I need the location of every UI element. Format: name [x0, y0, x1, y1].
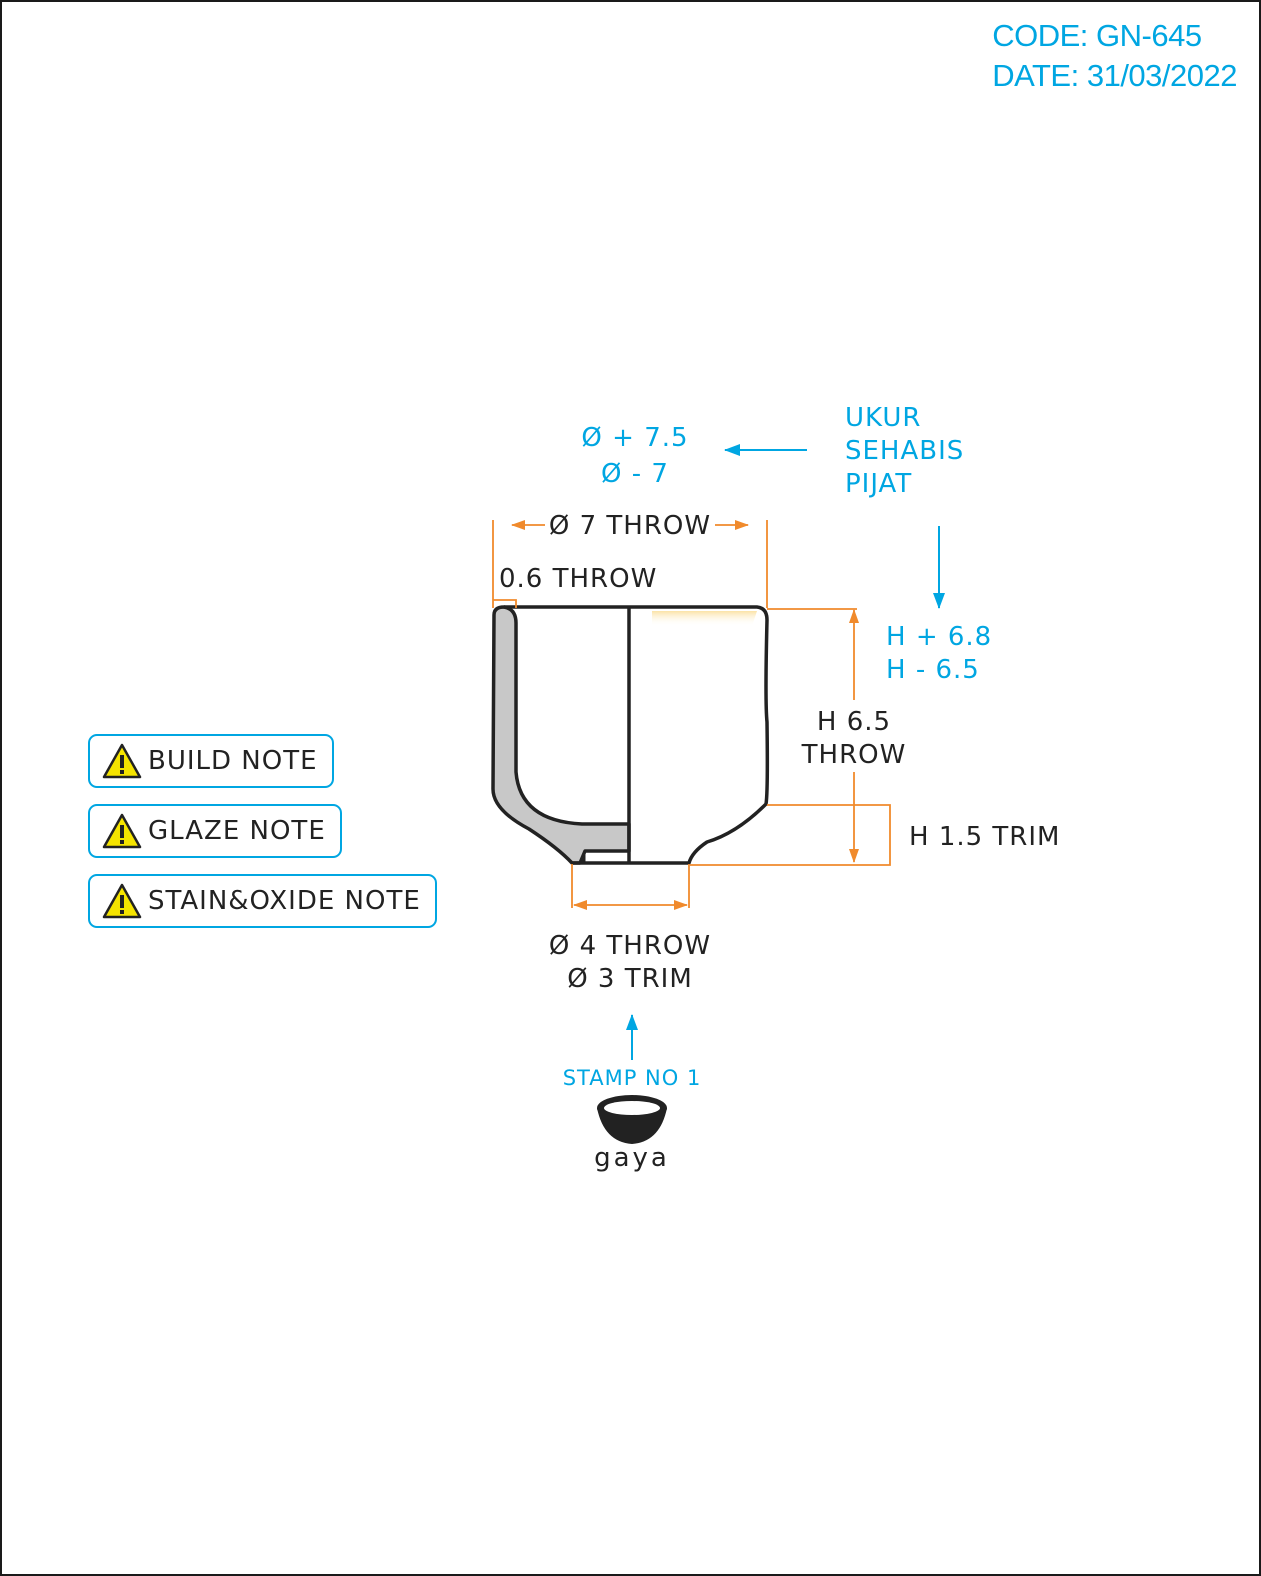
stain-oxide-note-button[interactable]: STAIN&OXIDE NOTE	[88, 874, 437, 928]
cup-profile	[491, 605, 770, 865]
measure-note-line-1: UKUR	[845, 403, 921, 433]
height-trim-label: H 1.5 TRIM	[909, 822, 1060, 852]
logo-wordmark: gaya	[594, 1143, 670, 1173]
product-code: CODE: GN-645	[992, 18, 1202, 53]
leader-arrows	[626, 444, 945, 1060]
height-tolerance-min: H - 6.5	[886, 655, 980, 685]
rim-highlight	[652, 611, 757, 626]
gaya-logo: gaya	[594, 1095, 670, 1173]
measure-note-line-3: PIJAT	[845, 469, 912, 499]
height-throw-value: H 6.5	[817, 707, 891, 737]
annotations-blue: Ø + 7.5 Ø - 7 UKUR SEHABIS PIJAT H + 6.8…	[563, 403, 992, 1090]
annotations-black: Ø 7 THROW 0.6 THROW H 6.5 THROW H 1.5 TR…	[499, 511, 1060, 994]
diameter-tolerance-max: Ø + 7.5	[581, 423, 688, 453]
glaze-note-button[interactable]: GLAZE NOTE	[88, 804, 342, 858]
height-tolerance-max: H + 6.8	[886, 622, 992, 652]
dimension-lines	[492, 520, 891, 910]
warning-icon	[102, 883, 142, 919]
foot-throw-label: Ø 4 THROW	[549, 931, 711, 961]
cup-outline	[504, 605, 770, 865]
trim-height-box	[690, 804, 891, 866]
wall-thickness-label: 0.6 THROW	[499, 564, 657, 594]
title-block: CODE: GN-645 DATE: 31/03/2022	[992, 16, 1237, 96]
height-throw-label: THROW	[801, 740, 907, 770]
bowl-logo-body	[597, 1108, 667, 1144]
stain-oxide-note-label: STAIN&OXIDE NOTE	[148, 886, 421, 916]
warning-icon	[102, 743, 142, 779]
wall-thickness-marker	[493, 599, 517, 608]
warning-icon	[102, 813, 142, 849]
stamp-label: STAMP NO 1	[563, 1066, 702, 1090]
diameter-tolerance-min: Ø - 7	[601, 459, 669, 489]
top-diameter-label: Ø 7 THROW	[549, 511, 711, 541]
drawing-date: DATE: 31/03/2022	[992, 58, 1237, 93]
build-note-button[interactable]: BUILD NOTE	[88, 734, 334, 788]
cross-section-wall	[491, 605, 631, 865]
bowl-logo-rim	[604, 1101, 660, 1115]
build-note-label: BUILD NOTE	[148, 746, 318, 776]
foot-trim-label: Ø 3 TRIM	[567, 964, 693, 994]
measure-note-line-2: SEHABIS	[845, 436, 964, 466]
glaze-note-label: GLAZE NOTE	[148, 816, 326, 846]
